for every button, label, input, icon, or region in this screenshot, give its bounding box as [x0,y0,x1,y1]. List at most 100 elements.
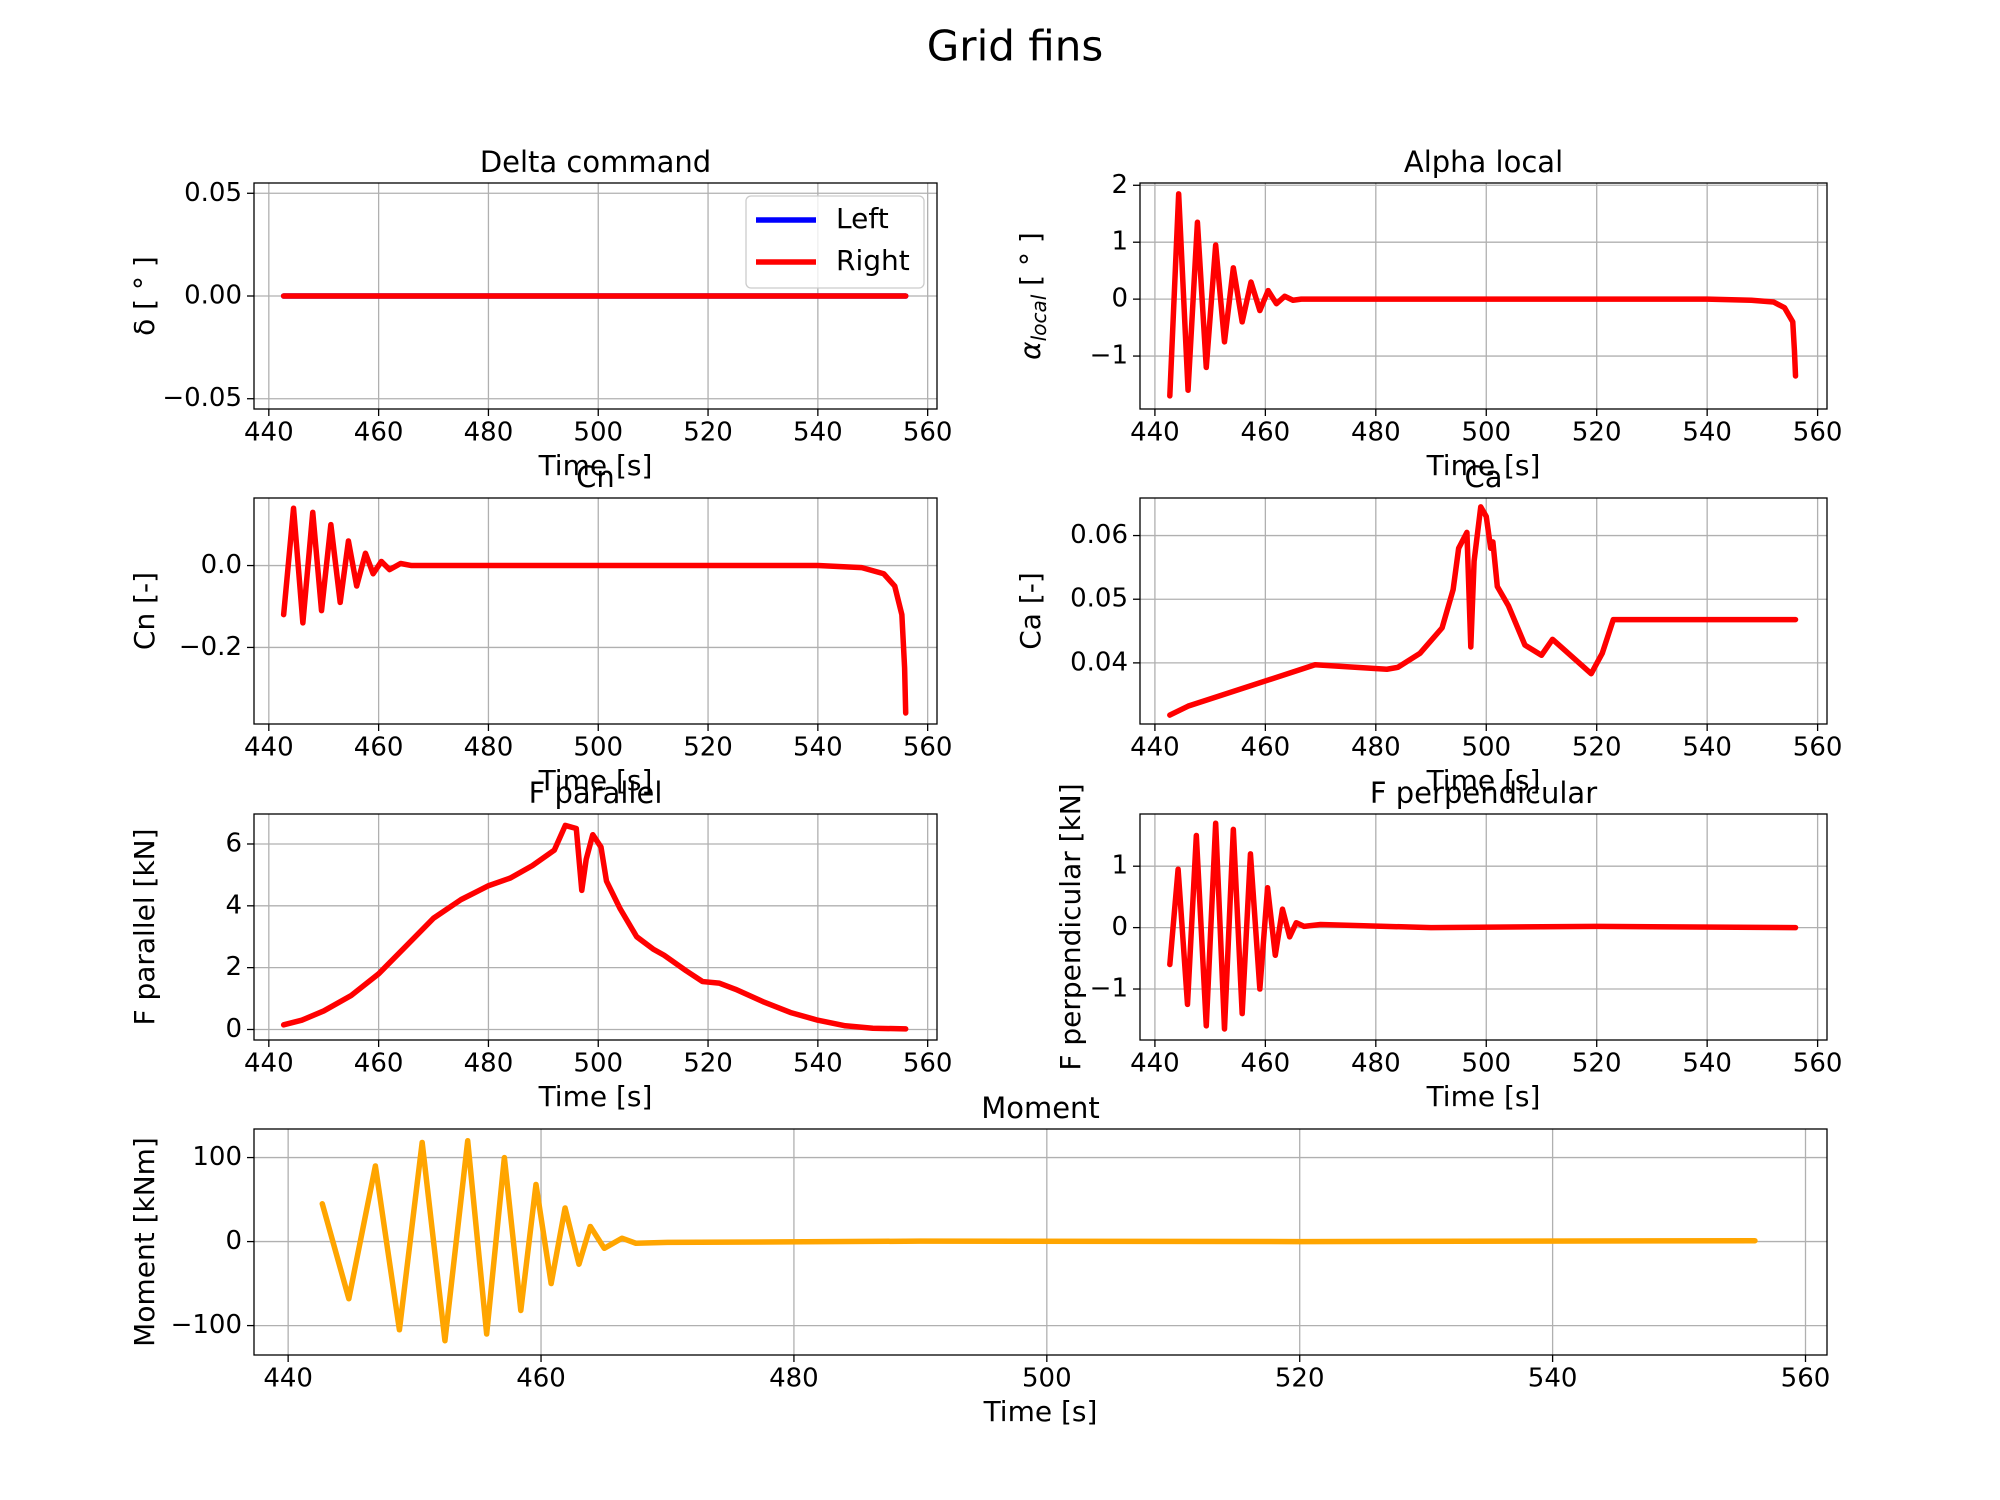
x-tick-label: 540 [793,418,843,448]
y-tick-label: 4 [225,890,242,920]
subplot: 440 460 480 500 520 540 560 −0.2 0.0 Cn Time [s] Cn… [128,460,952,797]
y-axis-label-part: α [1014,341,1047,360]
x-tick-label: 480 [464,418,514,448]
y-tick-label: 0.05 [184,178,242,208]
y-axis-label: Ca [-] [1014,572,1047,650]
x-tick-label: 520 [683,418,733,448]
y-tick-label: 0 [225,1226,242,1256]
subplot: 440 460 480 500 520 540 560 −0.05 0.00 0.05 Delta … [128,145,952,482]
x-tick-label: 560 [903,1049,953,1079]
subplot: 440 460 480 500 520 540 560 −1 0 1 2 Alpha local Tim… [1014,145,1842,482]
y-axis-label: Cn [-] [128,572,161,650]
y-tick-label: 2 [225,952,242,982]
y-tick-label: 1 [1111,851,1128,881]
x-tick-label: 560 [903,418,953,448]
x-tick-label: 540 [793,1049,843,1079]
legend-label: Left [836,202,889,235]
y-axis-label-part: [ ° ] [1014,232,1047,295]
x-tick-label: 460 [1241,418,1291,448]
x-tick-label: 480 [1351,1049,1401,1079]
x-tick-label: 520 [1572,1049,1622,1079]
x-tick-label: 480 [1351,733,1401,763]
y-axis-label-part: Moment [kNm] [128,1137,161,1347]
x-tick-label: 560 [1781,1364,1831,1394]
y-tick-label: −1 [1090,341,1128,371]
x-tick-label: 500 [1461,418,1511,448]
x-tick-label: 520 [1572,418,1622,448]
y-axis-label: δ [ ° ] [128,256,161,336]
subplot-title: Delta command [480,145,711,179]
x-tick-label: 500 [573,418,623,448]
legend: Left Right [745,195,925,289]
y-tick-label: −0.2 [179,632,242,662]
y-axis-label: αlocal [ ° ] [1014,232,1051,360]
x-axis-label: Time [s] [1426,449,1541,482]
x-tick-label: 500 [573,1049,623,1079]
x-tick-label: 540 [1682,733,1732,763]
x-tick-label: 480 [769,1364,819,1394]
x-tick-label: 460 [354,733,404,763]
y-tick-label: 0 [1111,284,1128,314]
x-tick-label: 500 [1461,733,1511,763]
x-tick-label: 440 [244,733,294,763]
x-tick-label: 560 [1793,418,1843,448]
x-tick-label: 440 [263,1364,313,1394]
subplot: 440 460 480 500 520 540 560 0 2 4 6 F parallel Time … [128,776,952,1113]
y-tick-label: 0 [1111,912,1128,942]
axes-frame [1139,497,1828,725]
y-tick-label: 100 [192,1142,242,1172]
subplot-title: Alpha local [1404,145,1563,179]
axes-frame [1139,813,1828,1041]
y-tick-label: −1 [1090,974,1128,1004]
subplot-title: Ca [1464,460,1502,494]
axes-frame [253,497,938,725]
x-tick-label: 560 [1793,1049,1843,1079]
axes-frame [1139,182,1828,410]
x-tick-label: 460 [354,418,404,448]
x-tick-label: 440 [244,1049,294,1079]
x-tick-label: 540 [1528,1364,1578,1394]
subplot-title: F parallel [529,776,663,810]
x-tick-label: 520 [1572,733,1622,763]
subplot-title: Moment [981,1091,1100,1125]
y-tick-label: 2 [1111,170,1128,200]
data-line [319,1138,1758,1344]
subplot: 440 460 480 500 520 540 560 −1 0 1 F perpendicular… [1054,776,1842,1113]
y-tick-label: −100 [171,1310,242,1340]
y-axis-label: Moment [kNm] [128,1137,161,1347]
x-tick-label: 500 [1022,1364,1072,1394]
x-tick-label: 500 [1461,1049,1511,1079]
legend-label: Right [836,244,910,277]
x-tick-label: 460 [516,1364,566,1394]
y-tick-label: 0.00 [184,281,242,311]
y-axis-label: F perpendicular [kN] [1054,783,1087,1070]
x-tick-label: 460 [1241,1049,1291,1079]
data-line [1167,820,1799,1032]
x-tick-label: 540 [793,733,843,763]
y-tick-label: −0.05 [162,383,242,413]
y-tick-label: 0.05 [1070,584,1128,614]
y-axis-label: F parallel [kN] [128,828,161,1025]
axes-frame [253,182,938,410]
x-tick-label: 520 [683,1049,733,1079]
x-axis-label: Time [s] [983,1395,1098,1428]
subplot-title: F perpendicular [1370,776,1597,810]
x-tick-label: 480 [1351,418,1401,448]
x-tick-label: 460 [354,1049,404,1079]
x-axis-label: Time [s] [1426,1080,1541,1113]
data-line [1167,191,1799,399]
x-tick-label: 480 [464,1049,514,1079]
y-tick-label: 0.06 [1070,520,1128,550]
y-axis-label-part: F perpendicular [kN] [1054,783,1087,1070]
y-axis-label-part: Ca [-] [1014,572,1047,650]
subplot: 440 460 480 500 520 540 560 −100 0 100 Moment Time … [128,1091,1830,1428]
y-tick-label: 1 [1111,227,1128,257]
x-axis-label: Time [s] [538,1080,653,1113]
x-tick-label: 440 [1130,418,1180,448]
y-axis-label-part: F parallel [kN] [128,828,161,1025]
x-tick-label: 440 [1130,1049,1180,1079]
x-tick-label: 520 [683,733,733,763]
x-tick-label: 500 [573,733,623,763]
y-tick-label: 0.0 [201,550,242,580]
